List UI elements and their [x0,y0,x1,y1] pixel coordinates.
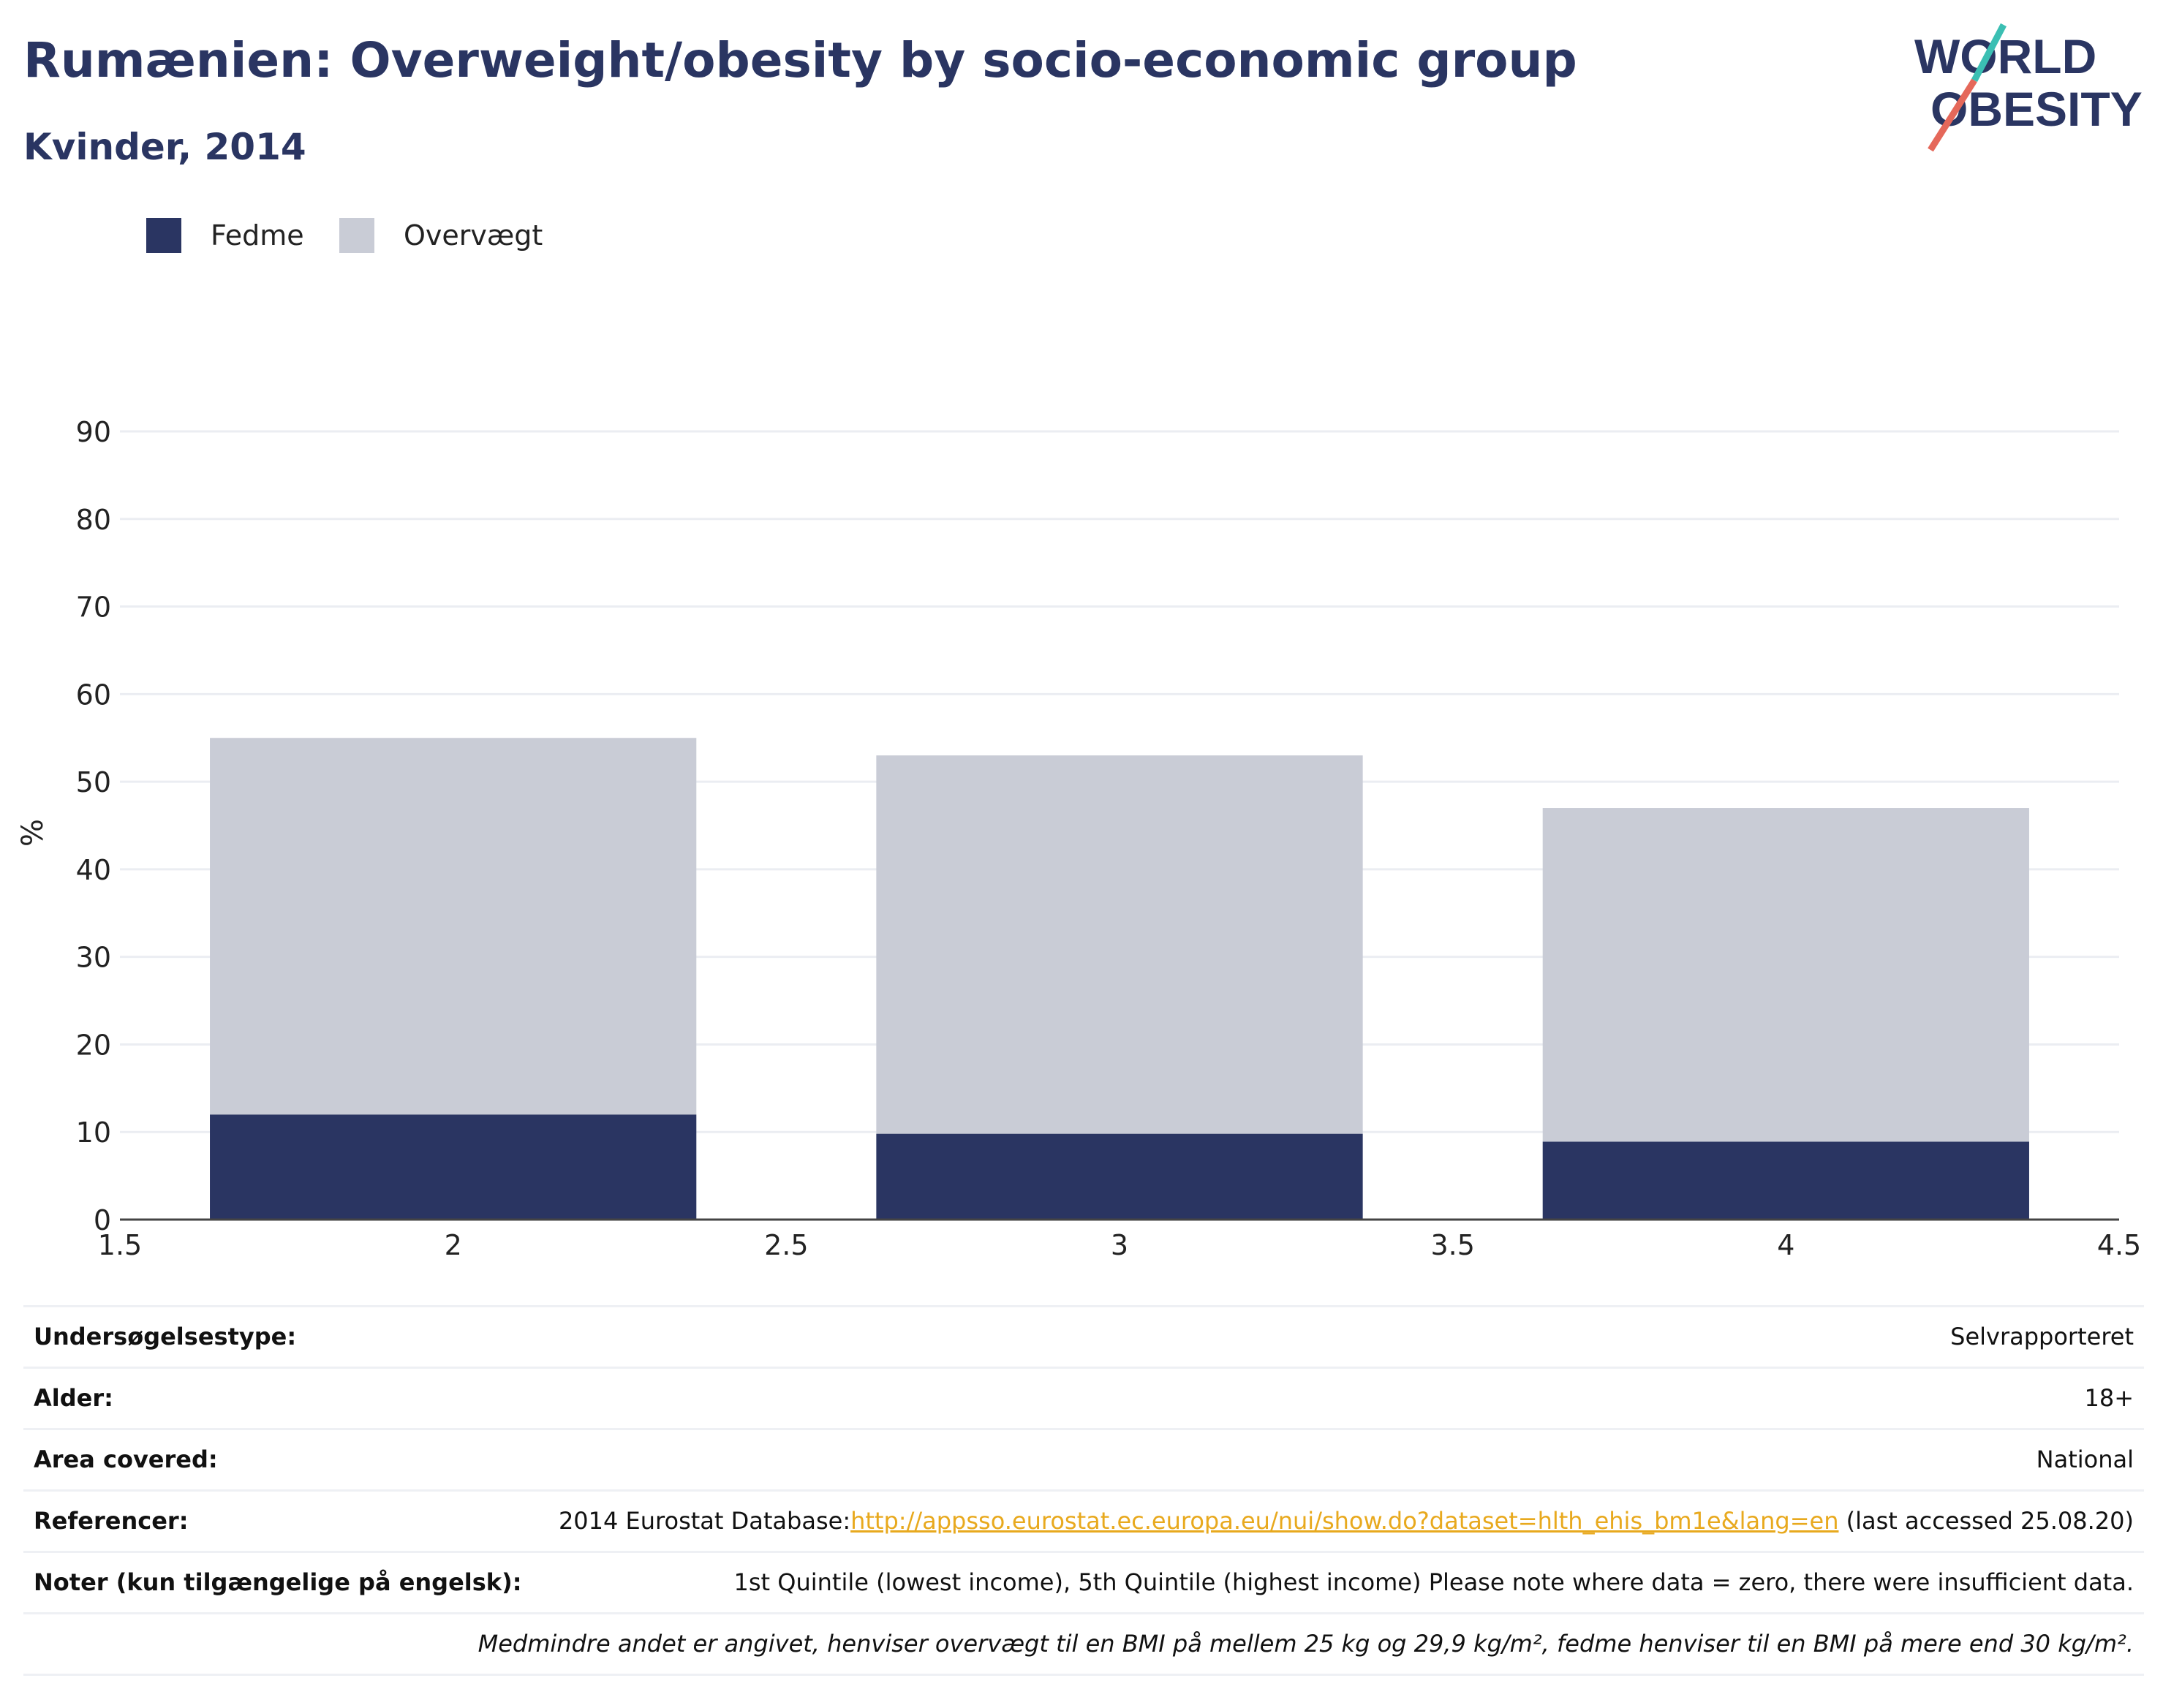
info-value: 18+ [2084,1384,2134,1412]
y-tick-labels: 0 10 20 30 40 50 60 70 80 90 [76,416,111,1236]
legend-label-fedme: Fedme [211,219,304,252]
info-label: Referencer: [34,1507,189,1535]
reference-link[interactable]: http://appsso.eurostat.ec.europa.eu/nui/… [850,1507,1839,1535]
info-row-definition: Medmindre andet er angivet, henviser ove… [23,1612,2144,1676]
bar-overv-gt-3[interactable] [876,755,1363,1134]
info-value: National [2036,1446,2134,1473]
y-axis-label: % [16,819,50,847]
y-tick-label: 0 [94,1204,111,1236]
info-row-notes: Noter (kun tilgængelige på engelsk): 1st… [23,1551,2144,1612]
x-tick-label: 3 [1111,1229,1128,1261]
y-tick-label: 80 [76,504,111,536]
x-tick-label: 2.5 [764,1229,808,1261]
info-label: Noter (kun tilgængelige på engelsk): [34,1568,522,1596]
info-label: Area covered: [34,1446,218,1473]
info-row-area: Area covered: National [23,1428,2144,1489]
info-row-survey-type: Undersøgelsestype: Selvrapporteret [23,1305,2144,1367]
info-value: 2014 Eurostat Database:http://appsso.eur… [559,1492,2134,1551]
y-tick-label: 10 [76,1116,111,1149]
chart-title: Rumænien: Overweight/obesity by socio-ec… [23,32,1577,88]
y-tick-label: 30 [76,942,111,974]
x-tick-label: 1.5 [98,1229,142,1261]
bar-fedme-4[interactable] [1542,1141,2029,1220]
bars [210,738,2029,1220]
svg-text:WORLD: WORLD [1914,29,2096,83]
info-value: Selvrapporteret [1950,1323,2134,1350]
legend-label-overvaegt: Overvægt [404,219,543,252]
bar-fedme-3[interactable] [876,1133,1363,1220]
info-row-age: Alder: 18+ [23,1367,2144,1428]
info-value: 1st Quintile (lowest income), 5th Quinti… [733,1568,2134,1596]
y-tick-label: 90 [76,416,111,448]
y-tick-label: 60 [76,679,111,711]
info-row-references: Referencer: 2014 Eurostat Database:http:… [23,1489,2144,1551]
info-table: Undersøgelsestype: Selvrapporteret Alder… [23,1305,2144,1676]
info-label: Alder: [34,1384,113,1412]
y-tick-label: 20 [76,1029,111,1061]
bar-chart: 0 10 20 30 40 50 60 70 80 90 1.5 2 2.5 3 3.5 4 4.5 % [16,416,2141,1261]
x-tick-labels: 1.5 2 2.5 3 3.5 4 4.5 [98,1229,2141,1261]
y-tick-label: 70 [76,592,111,624]
info-value-definition: Medmindre andet er angivet, henviser ove… [477,1630,2134,1658]
reference-suffix: (last accessed 25.08.20) [1838,1507,2134,1535]
bar-fedme-2[interactable] [210,1114,697,1220]
reference-prefix: 2014 Eurostat Database: [558,1507,851,1535]
y-tick-label: 50 [76,766,111,798]
legend-swatch-fedme [146,218,181,253]
chart-subtitle: Kvinder, 2014 [23,126,306,168]
x-tick-label: 3.5 [1430,1229,1474,1261]
x-tick-label: 4.5 [2097,1229,2141,1261]
bar-overv-gt-4[interactable] [1542,808,2029,1142]
world-obesity-logo: WORLD OBESITY [1914,23,2143,152]
y-tick-label: 40 [76,854,111,886]
x-tick-label: 4 [1777,1229,1794,1261]
info-label: Undersøgelsestype: [34,1323,297,1350]
legend-swatch-overvaegt [339,218,374,253]
x-tick-label: 2 [445,1229,462,1261]
bar-overv-gt-2[interactable] [210,738,697,1115]
